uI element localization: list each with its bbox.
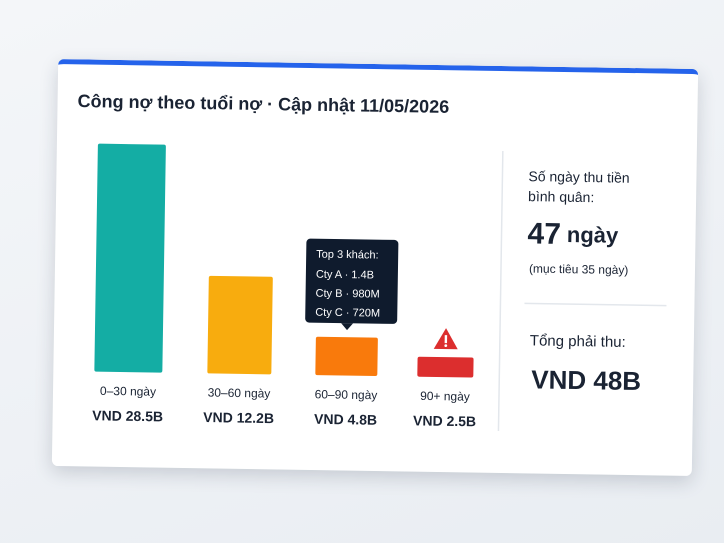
bar bbox=[417, 356, 474, 378]
tooltip-title: Top 3 khách: bbox=[316, 249, 379, 262]
warning-mark bbox=[444, 335, 448, 344]
kpi-number: 47 bbox=[527, 217, 561, 251]
kpi-note: (mục tiêu 35 ngày) bbox=[529, 262, 629, 278]
value-label: VND 2.5B bbox=[413, 412, 476, 429]
tooltip-item: Cty B · 980M bbox=[315, 288, 379, 301]
value-label: VND 12.2B bbox=[203, 409, 274, 426]
tooltip: Top 3 khách: Cty A · 1.4B Cty B · 980M Cty … bbox=[305, 238, 399, 331]
card: Công nợ theo tuổi nợ · Cập nhật 11/05/20… bbox=[51, 58, 699, 477]
bar bbox=[94, 143, 166, 373]
kpi-label: Tổng phải thu: bbox=[530, 332, 626, 351]
x-tick-label: 30–60 ngày bbox=[208, 386, 271, 401]
kpi-value: VND 48B bbox=[531, 364, 641, 396]
warning-icon bbox=[433, 328, 458, 350]
chart-title: Công nợ theo tuổi nợ · Cập nhật 11/05/20… bbox=[77, 91, 449, 117]
x-tick-label: 90+ ngày bbox=[420, 389, 470, 404]
chart: Công nợ theo tuổi nợ · Cập nhật 11/05/20… bbox=[77, 91, 667, 431]
tooltip-item: Cty A · 1.4B bbox=[316, 269, 374, 282]
bar bbox=[207, 275, 273, 375]
x-tick-label: 0–30 ngày bbox=[100, 384, 156, 399]
tooltip-box bbox=[305, 238, 399, 324]
kpi-unit: ngày bbox=[567, 222, 619, 248]
x-tick-label: 60–90 ngày bbox=[315, 387, 378, 402]
kpi-label: bình quân: bbox=[528, 188, 594, 205]
kpi-label: Số ngày thu tiền bbox=[528, 168, 629, 186]
tooltip-arrow bbox=[341, 323, 354, 331]
bar bbox=[315, 336, 378, 377]
value-label: VND 28.5B bbox=[92, 407, 163, 424]
divider bbox=[497, 150, 504, 431]
tooltip-item: Cty C · 720M bbox=[315, 307, 380, 320]
kpi-value: 47 ngày bbox=[527, 217, 619, 251]
value-label: VND 4.8B bbox=[314, 411, 377, 428]
warning-dot bbox=[444, 344, 448, 348]
divider bbox=[524, 302, 667, 307]
